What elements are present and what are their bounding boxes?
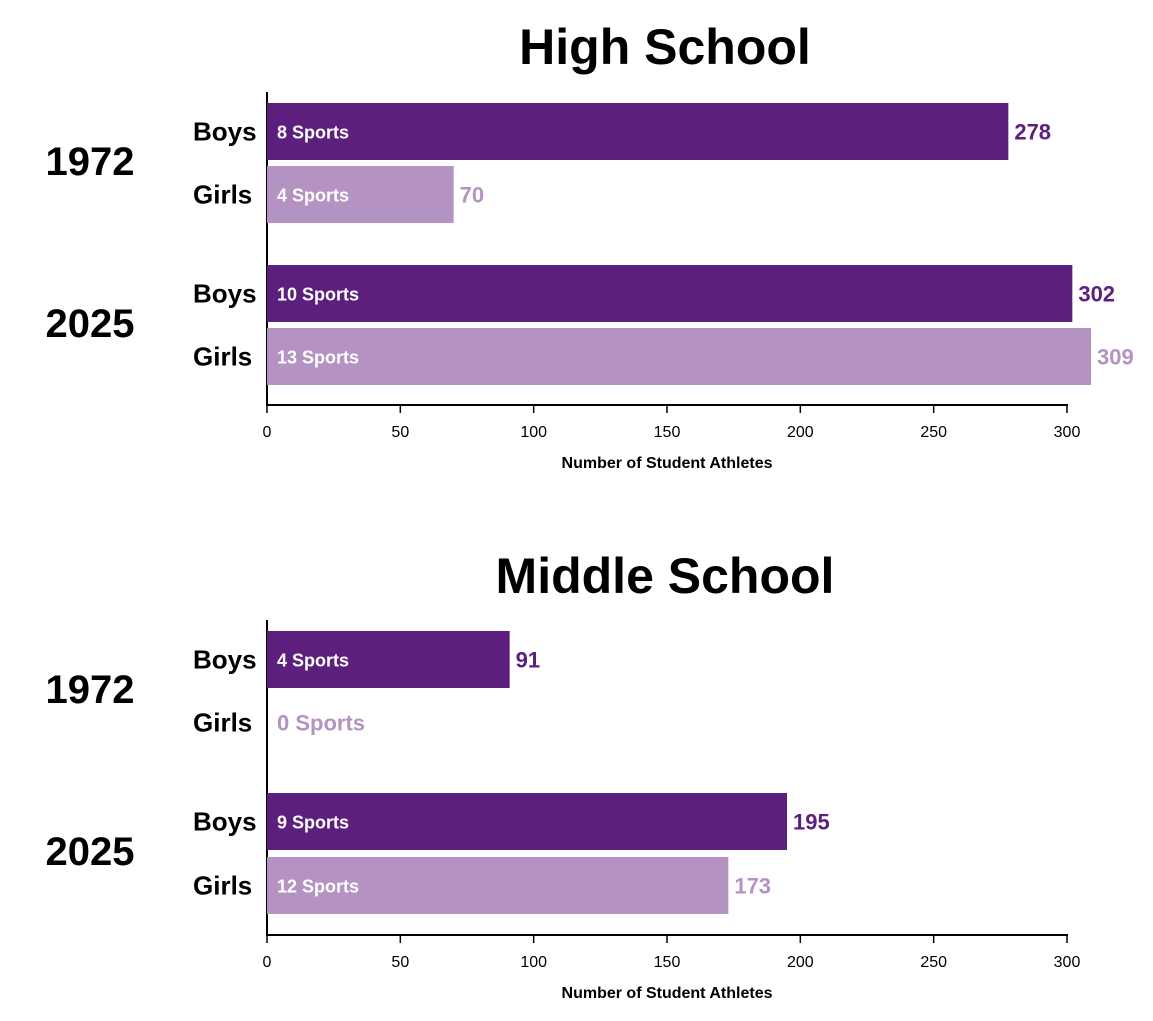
- middle-school-category-label: Boys: [193, 807, 257, 837]
- middle-school-x-tick-label: 150: [654, 954, 681, 971]
- high-school-category-label: Girls: [193, 180, 252, 210]
- high-school-x-tick-label: 50: [391, 424, 409, 441]
- high-school-2025-boys-bar: [267, 265, 1073, 322]
- high-school-bar-sports-label: 8 Sports: [277, 123, 349, 143]
- middle-school-year-label: 2025: [46, 830, 135, 874]
- middle-school-x-tick-label: 200: [787, 954, 814, 971]
- high-school-x-tick-label: 200: [787, 424, 814, 441]
- high-school-bar-sports-label: 10 Sports: [277, 285, 359, 305]
- middle-school-category-label: Girls: [193, 871, 252, 901]
- middle-school-x-tick-label: 0: [263, 954, 272, 971]
- high-school-bar-sports-label: 4 Sports: [277, 186, 349, 206]
- middle-school-bar-value-label: 91: [516, 648, 540, 673]
- middle-school-bar-sports-label: 4 Sports: [277, 651, 349, 671]
- middle-school-bar-sports-label: 9 Sports: [277, 813, 349, 833]
- middle-school-x-tick-label: 300: [1054, 954, 1081, 971]
- middle-school-bar-sports-label: 0 Sports: [277, 711, 365, 736]
- middle-school-2025-boys-bar: [267, 793, 787, 850]
- middle-school-bar-value-label: 173: [734, 874, 771, 899]
- middle-school-x-tick-label: 250: [920, 954, 947, 971]
- middle-school-category-label: Boys: [193, 645, 257, 675]
- high-school-x-tick-label: 150: [654, 424, 681, 441]
- middle-school-2025-girls-bar: [267, 857, 729, 914]
- high-school-category-label: Girls: [193, 342, 252, 372]
- high-school-chart-title: High School: [519, 19, 811, 75]
- high-school-x-tick-label: 300: [1054, 424, 1081, 441]
- middle-school-x-tick-label: 50: [391, 954, 409, 971]
- high-school-x-tick-label: 100: [520, 424, 547, 441]
- high-school-1972-boys-bar: [267, 103, 1009, 160]
- high-school-year-label: 1972: [46, 140, 135, 184]
- high-school-x-tick-label: 0: [263, 424, 272, 441]
- high-school-category-label: Boys: [193, 117, 257, 147]
- high-school-bar-value-label: 309: [1097, 345, 1134, 370]
- middle-school-chart-title: Middle School: [496, 548, 835, 604]
- high-school-1972-girls-bar: [267, 166, 454, 223]
- middle-school-x-axis-title: Number of Student Athletes: [562, 985, 773, 1002]
- high-school-bar-value-label: 278: [1014, 120, 1051, 145]
- middle-school-1972-boys-bar: [267, 631, 510, 688]
- high-school-bar-value-label: 302: [1078, 282, 1115, 307]
- high-school-year-label: 2025: [46, 302, 135, 346]
- middle-school-year-label: 1972: [46, 668, 135, 712]
- high-school-x-tick-label: 250: [920, 424, 947, 441]
- middle-school-bar-sports-label: 12 Sports: [277, 877, 359, 897]
- high-school-bar-value-label: 70: [460, 183, 484, 208]
- high-school-bar-sports-label: 13 Sports: [277, 348, 359, 368]
- high-school-category-label: Boys: [193, 279, 257, 309]
- high-school-2025-girls-bar: [267, 328, 1091, 385]
- middle-school-bar-value-label: 195: [793, 810, 830, 835]
- middle-school-x-tick-label: 100: [520, 954, 547, 971]
- high-school-x-axis-title: Number of Student Athletes: [562, 455, 773, 472]
- middle-school-category-label: Girls: [193, 708, 252, 738]
